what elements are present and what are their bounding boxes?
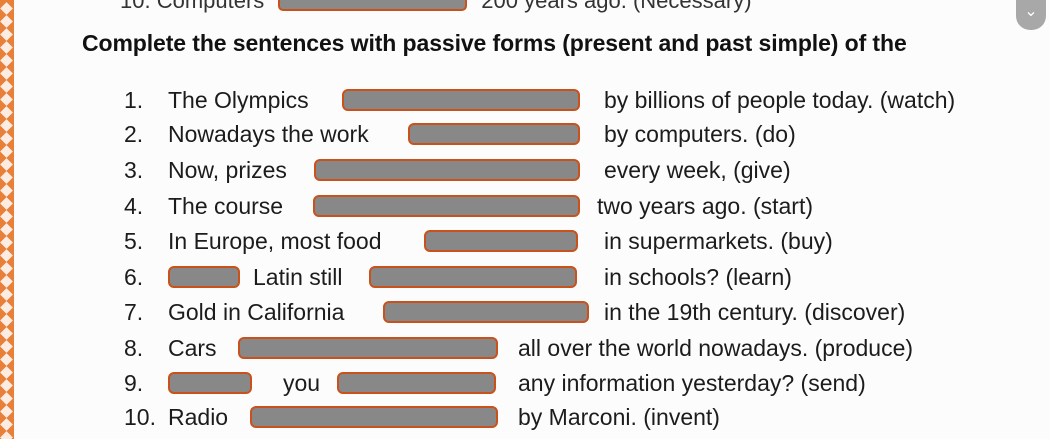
exercise-row-4: 4. The course two years ago. (start) <box>0 190 1050 222</box>
answer-blank[interactable] <box>278 0 468 12</box>
exercise-row-5: 5. In Europe, most food in supermarkets.… <box>0 225 1050 257</box>
chevron-down-icon: ⌄ <box>1024 3 1038 20</box>
exercise-row-6: 6. Latin still in schools? (learn) <box>0 261 1050 293</box>
exercise-text-after: in supermarkets. (buy) <box>604 228 833 254</box>
exercise-instruction: Complete the sentences with passive form… <box>82 30 907 56</box>
exercise-text-after: every week, (give) <box>604 157 791 183</box>
decorative-border-strip <box>0 0 14 439</box>
border-diamond <box>0 41 13 54</box>
border-diamond <box>0 54 13 67</box>
exercise-number: 10. <box>124 404 156 430</box>
exercise-number: 6. <box>124 264 144 290</box>
border-diamond <box>0 15 13 28</box>
exercise-text-after: in the 19th century. (discover) <box>604 299 906 325</box>
exercise-row-2: 2. Nowadays the work by computers. (do) <box>0 118 1050 150</box>
exercise-text-after: by Marconi. (invent) <box>518 404 720 430</box>
exercise-row-7: 7. Gold in California in the 19th centur… <box>0 296 1050 328</box>
exercise-text-before: The Olympics <box>168 87 309 113</box>
previous-exercise-line: 10. Computers 200 years ago. (Necessary) <box>120 0 752 14</box>
exercise-text-after: two years ago. (start) <box>597 193 814 219</box>
exercise-row-10: 10. Radio by Marconi. (invent) <box>0 401 1050 433</box>
exercise-number: 3. <box>124 157 144 183</box>
exercise-text-before: The course <box>168 193 284 219</box>
prev-line-right: 200 years ago. (Necessary) <box>481 0 752 13</box>
exercise-number: 4. <box>124 193 144 219</box>
exercise-text-after: by computers. (do) <box>604 121 796 147</box>
exercise-number: 9. <box>124 370 144 396</box>
answer-blank-10[interactable] <box>250 406 498 428</box>
exercise-text-after: in schools? (learn) <box>604 264 792 290</box>
exercise-row-9: 9. you any information yesterday? (send) <box>0 367 1050 399</box>
exercise-number: 8. <box>124 335 144 361</box>
exercise-number: 2. <box>124 121 144 147</box>
answer-blank-5[interactable] <box>424 230 578 252</box>
exercise-text-before: In Europe, most food <box>168 228 382 254</box>
scroll-down-button[interactable]: ⌄ <box>1016 0 1046 30</box>
answer-blank-4[interactable] <box>313 195 580 217</box>
exercise-text-before: Now, prizes <box>168 157 287 183</box>
exercise-row-8: 8. Cars all over the world nowadays. (pr… <box>0 332 1050 364</box>
border-diamond <box>0 67 13 80</box>
exercise-text-before: Cars <box>168 335 217 361</box>
answer-blank-3[interactable] <box>314 159 580 181</box>
answer-blank-7[interactable] <box>383 301 589 323</box>
exercise-text-middle: Latin still <box>253 264 343 290</box>
answer-blank-6a[interactable] <box>168 266 240 288</box>
exercise-text-middle: you <box>283 370 321 396</box>
exercise-text-before: Gold in California <box>168 299 345 325</box>
exercise-row-1: 1. The Olympics by billions of people to… <box>0 84 1050 116</box>
exercise-text-before: Nowadays the work <box>168 121 369 147</box>
answer-blank-1[interactable] <box>342 89 580 111</box>
border-diamond <box>0 2 13 15</box>
exercise-text-after: by billions of people today. (watch) <box>604 87 956 113</box>
exercise-number: 1. <box>124 87 144 113</box>
exercise-text-before: Radio <box>168 404 229 430</box>
prev-line-left: 10. Computers <box>120 0 265 13</box>
answer-blank-9b[interactable] <box>337 372 496 394</box>
answer-blank-2[interactable] <box>408 123 580 145</box>
exercise-row-3: 3. Now, prizes every week, (give) <box>0 154 1050 186</box>
exercise-text-after: any information yesterday? (send) <box>518 370 866 396</box>
answer-blank-6b[interactable] <box>369 266 577 288</box>
border-diamond <box>0 28 13 41</box>
exercise-text-after: all over the world nowadays. (produce) <box>518 335 914 361</box>
answer-blank-9a[interactable] <box>168 372 252 394</box>
answer-blank-8[interactable] <box>238 337 498 359</box>
exercise-number: 7. <box>124 299 144 325</box>
exercise-number: 5. <box>124 228 144 254</box>
